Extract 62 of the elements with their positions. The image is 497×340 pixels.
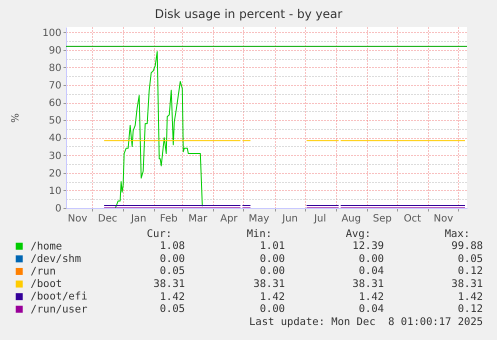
text: 0.04 [358,303,384,316]
text: 0.12 [458,265,483,278]
text: 0.00 [358,252,384,265]
text: 0.12 [458,303,483,316]
x-tick-label: Aug [341,214,361,224]
y-tick-label: 20 [48,168,62,180]
x-tick-label: Dec [98,214,118,224]
x-tick-label: Sep [372,214,392,224]
x-tick-label: Nov [434,214,454,224]
y-tick-label: 80 [48,62,62,74]
text: 1.42 [160,290,185,303]
legend-label: /boot/efi [30,290,88,303]
y-tick-label: 40 [48,133,62,144]
x-tick-label: Feb [160,214,178,224]
text: 0.00 [160,252,185,265]
text: Cur: [146,228,172,240]
legend-label: /home [30,240,62,252]
x-tick-label: Jun [281,214,298,224]
chart-title: Disk usage in percent - by year [154,7,342,21]
text: 0.04 [358,265,384,278]
x-tick-label: May [248,214,270,224]
text: 1.42 [358,290,384,303]
text: Max: [444,228,470,240]
x-tick-label: Jul [313,214,326,224]
x-tick-label: Nov [68,214,88,224]
text: 1.42 [458,290,483,303]
text: 0.05 [458,252,483,265]
y-tick-label: 90 [48,45,62,56]
text: 38.31 [451,278,483,290]
text: 38.31 [352,278,384,290]
y-tick-label: 60 [48,98,62,110]
y-tick-label: 100 [42,28,62,39]
y-tick-label: 10 [48,186,62,197]
x-tick-label: Jan [130,214,146,224]
line-series [114,51,203,208]
text: Last update: Mon Dec 8 01:00:17 2025 [249,316,483,328]
y-tick-label: 0 [55,204,62,214]
legend-label: /run/user [30,303,88,316]
text: 0.00 [260,252,285,265]
text: Avg: [346,228,371,240]
text: 1.42 [260,290,285,303]
y-tick-label: 70 [48,80,62,92]
text: 38.31 [153,278,185,290]
text: 0.05 [160,265,185,278]
legend-label: /run [30,265,56,278]
text: 0.05 [160,303,185,316]
y-axis-title: % [10,113,22,123]
text: 99.88 [451,240,483,252]
text: 0.00 [260,303,285,316]
x-tick-label: Apr [220,214,238,224]
y-tick-label: 30 [48,150,62,162]
text: 12.39 [352,240,384,252]
text: 38.31 [253,278,285,290]
text: 1.01 [260,240,285,252]
x-tick-label: Mar [188,214,208,224]
legend-label: /dev/shm [30,252,82,265]
text: Min: [246,228,272,240]
text: 1.08 [160,240,185,252]
y-tick-label: 50 [48,116,62,127]
text: 0.00 [260,265,285,278]
legend-label: /boot [30,278,62,290]
x-tick-label: Oct [404,214,422,224]
